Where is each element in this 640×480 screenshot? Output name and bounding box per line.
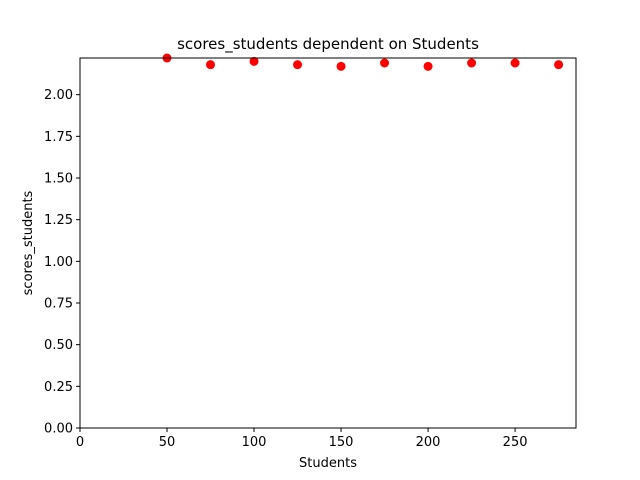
y-tick-label: 0.50 — [44, 338, 73, 353]
x-axis-ticks: 0 50 100 150 200 250 — [76, 428, 528, 450]
x-tick-label: 150 — [329, 435, 354, 450]
data-point — [336, 61, 346, 71]
y-tick-label: 1.50 — [44, 172, 73, 187]
y-tick-label: 1.75 — [44, 130, 73, 145]
data-point — [249, 56, 259, 66]
y-tick-label: 0.75 — [44, 297, 73, 312]
data-point — [293, 60, 303, 70]
y-axis-ticks: 0.00 0.25 0.50 0.75 1.00 1.25 1.50 1.75 2.00 — [44, 88, 80, 437]
chart-title: scores_students dependent on Students — [177, 35, 479, 54]
x-tick-label: 200 — [416, 435, 441, 450]
x-tick-label: 0 — [76, 435, 84, 450]
x-axis-label: Students — [299, 456, 357, 471]
data-point — [554, 60, 564, 70]
x-tick-label: 50 — [159, 435, 176, 450]
data-points — [162, 53, 564, 71]
data-point — [510, 58, 520, 68]
data-point — [206, 60, 216, 70]
y-tick-label: 0.00 — [44, 422, 73, 437]
y-tick-label: 0.25 — [44, 380, 73, 395]
y-tick-label: 1.25 — [44, 213, 73, 228]
data-point — [380, 58, 390, 68]
y-axis-label: scores_students — [21, 190, 36, 295]
x-tick-label: 100 — [242, 435, 267, 450]
plot-area — [80, 58, 576, 428]
data-point — [467, 58, 477, 68]
y-tick-label: 2.00 — [44, 88, 73, 103]
y-tick-label: 1.00 — [44, 255, 73, 270]
x-tick-label: 250 — [503, 435, 528, 450]
data-point — [423, 61, 433, 71]
plot-frame — [79, 57, 577, 429]
